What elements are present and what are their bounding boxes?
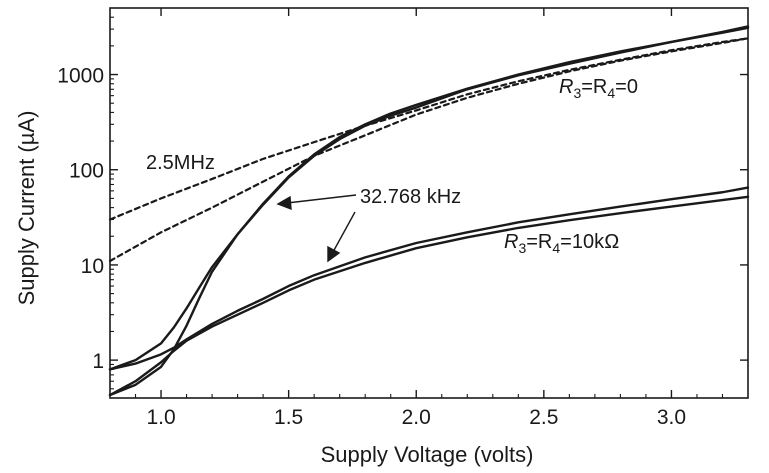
dashed-series-line-3	[108, 37, 750, 263]
arrow-to-upper-curve	[286, 194, 357, 204]
r3-symbol: R	[504, 231, 518, 253]
label-2-5mhz: 2.5MHz	[146, 152, 215, 174]
arrow-to-lower-curve	[332, 211, 356, 253]
x-tick-label: 1.5	[274, 406, 303, 429]
r3-subscript: 3	[518, 240, 526, 256]
label-32-768khz: 32.768 kHz	[360, 186, 461, 208]
r-value: =0	[615, 76, 638, 98]
plot-frame	[109, 7, 749, 399]
x-tick-label: 2.0	[402, 406, 431, 429]
arrow-head-lower	[327, 245, 341, 263]
x-axis-ticks: 1.0 1.5 2.0 2.5 3.0	[134, 8, 724, 429]
series-layer	[108, 25, 750, 397]
y-tick-label: 1000	[57, 65, 104, 88]
solid-series-line-5	[108, 195, 750, 397]
x-tick-label: 2.5	[529, 406, 558, 429]
solid-series-line-4	[108, 186, 750, 371]
annotation-arrows	[276, 194, 357, 263]
r3-symbol: R	[559, 76, 573, 98]
x-tick-label: 1.0	[146, 406, 175, 429]
r4-subscript: 4	[552, 240, 560, 256]
r3-subscript: 3	[573, 85, 581, 101]
label-r3-r4-10k: R3=R4=10kΩ	[504, 231, 619, 256]
x-axis-title: Supply Voltage (volts)	[321, 442, 534, 467]
label-r3-r4-zero: R3=R4=0	[559, 76, 638, 101]
y-axis-ticks: 1 10 100 1000	[57, 16, 748, 390]
x-tick-label: 3.0	[657, 406, 686, 429]
solid-series-line-1	[108, 26, 750, 371]
y-axis-title: Supply Current (µA)	[14, 111, 39, 306]
r4-subscript: 4	[607, 85, 615, 101]
r4-symbol: =R	[581, 76, 607, 98]
y-tick-label: 10	[81, 255, 104, 278]
arrow-head-upper	[276, 195, 292, 211]
y-tick-label: 100	[69, 160, 104, 183]
r4-symbol: =R	[526, 231, 552, 253]
solid-series-line-0	[108, 25, 750, 397]
y-tick-label: 1	[92, 350, 104, 373]
r-value: =10kΩ	[560, 231, 619, 253]
